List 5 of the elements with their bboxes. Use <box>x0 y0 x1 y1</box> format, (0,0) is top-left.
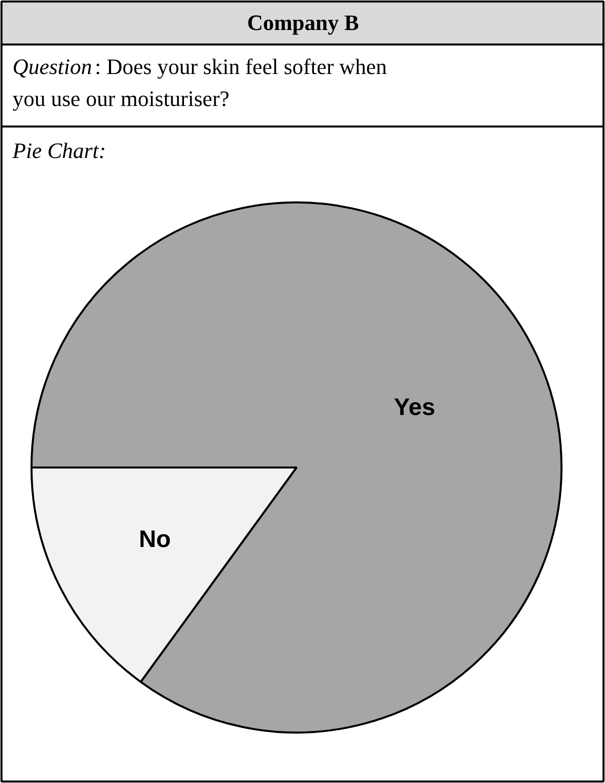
chart-subtitle: Question: Does your skin feel softer when you use our moisturiser? <box>12 54 387 111</box>
slice-label: Yes <box>394 394 436 421</box>
slice-label: No <box>138 526 171 554</box>
text: Pie Chart: <box>12 138 106 163</box>
chart-title: Company B <box>247 10 360 35</box>
